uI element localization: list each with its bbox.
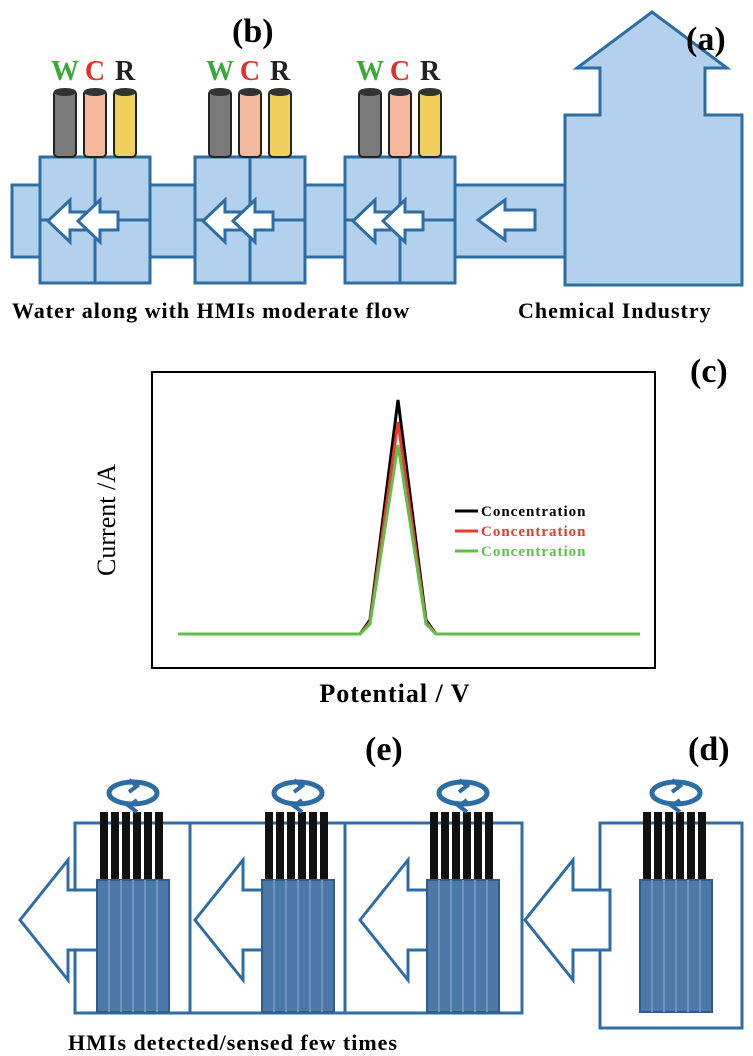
electrode-top (84, 88, 106, 96)
electrode (665, 812, 673, 882)
electrode (238, 89, 262, 158)
stirrer-arrow (455, 778, 471, 814)
electrode (133, 812, 141, 882)
electrode (287, 812, 295, 882)
flow-arrow (193, 855, 267, 985)
electrode-top (389, 88, 411, 96)
electrode (643, 812, 651, 882)
plot-frame (151, 371, 656, 669)
electrode (452, 812, 460, 882)
electrode (463, 812, 471, 882)
legend-label: Concentration (481, 504, 587, 520)
panel-label: (b) (232, 13, 274, 50)
stirrer-arrow (668, 778, 684, 814)
electrode-top (239, 88, 261, 96)
electrode-letter: W (51, 56, 79, 87)
electrode (676, 812, 684, 882)
electrode-letter: R (420, 56, 441, 87)
electrode (144, 812, 152, 882)
sensor-group (18, 778, 713, 1013)
electrode (418, 89, 442, 158)
electrode (265, 812, 273, 882)
electrode-letter: C (390, 56, 410, 87)
electrode (276, 812, 284, 882)
electrode (298, 812, 306, 882)
electrode (309, 812, 317, 882)
electrode (268, 89, 292, 158)
caption: HMIs detected/sensed few times (68, 1030, 398, 1055)
electrode-top (359, 88, 381, 96)
electrode-letter: C (240, 56, 260, 87)
flow-arrow (75, 196, 120, 246)
flow-arrow (358, 855, 432, 985)
flow-arrow (523, 855, 612, 985)
legend-label: Concentration (481, 544, 587, 560)
flow-arrow (230, 196, 275, 246)
electrode (113, 89, 137, 158)
legend-label: Concentration (481, 524, 587, 540)
electrode (441, 812, 449, 882)
panel-label: (d) (688, 731, 730, 768)
electrode (698, 812, 706, 882)
electrode-top (114, 88, 136, 96)
electrode-top (269, 88, 291, 96)
electrode (388, 89, 412, 158)
electrode (358, 89, 382, 158)
electrode (122, 812, 130, 882)
panel-label: (c) (690, 353, 728, 390)
industry-building (563, 10, 744, 287)
electrode (485, 812, 493, 882)
stirrer-arrow (290, 778, 306, 814)
electrode-top (419, 88, 441, 96)
electrode (687, 812, 695, 882)
electrode-top (209, 88, 231, 96)
stirrer-arrow (125, 778, 141, 814)
electrode (53, 89, 77, 158)
electrode (100, 812, 108, 882)
electrode-letter: C (85, 56, 105, 87)
axis-label: Potential / V (319, 679, 470, 708)
caption: Water along with HMIs moderate flow (12, 298, 410, 323)
electrode (208, 89, 232, 158)
electrode (654, 812, 662, 882)
electrode-letter: R (115, 56, 136, 87)
electrode (430, 812, 438, 882)
axis-label: Current /A (92, 464, 121, 576)
electrode (155, 812, 163, 882)
electrode-top (54, 88, 76, 96)
flow-arrow (475, 197, 537, 243)
electrode-letter: W (206, 56, 234, 87)
electrode (474, 812, 482, 882)
curve (178, 444, 640, 636)
flow-arrow (18, 855, 102, 985)
electrode (83, 89, 107, 158)
electrode-letter: R (270, 56, 291, 87)
flow-arrow (380, 196, 425, 246)
electrode-letter: W (356, 56, 384, 87)
electrode (320, 812, 328, 882)
panel-label: (e) (365, 731, 403, 768)
electrode (111, 812, 119, 882)
panel-label: (a) (686, 21, 726, 58)
caption: Chemical Industry (518, 298, 712, 323)
